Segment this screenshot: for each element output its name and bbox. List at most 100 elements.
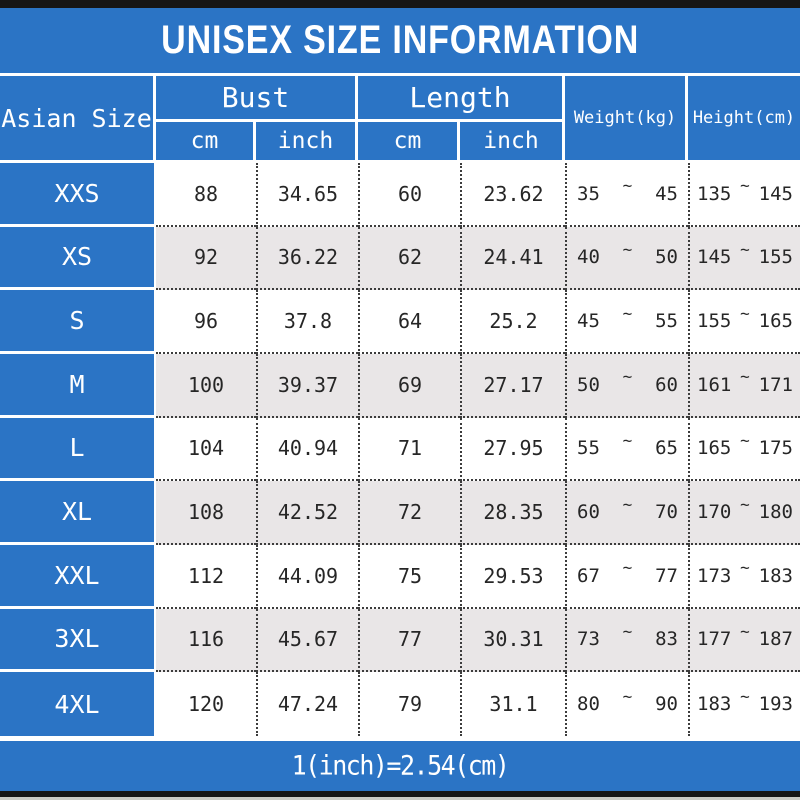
table-row: XS 92 36.22 62 24.41 40 ~ 50 145 ~ 155 [0,226,800,291]
height-min: 183 [697,693,732,716]
weight-max: 83 [655,628,678,651]
height-min: 145 [697,246,732,269]
length-cm-value: 62 [358,226,460,291]
table-row: XXS 88 34.65 60 23.62 35 ~ 45 135 ~ 145 [0,163,800,227]
height-range: 177 ~ 187 [688,608,800,673]
length-inch-value: 27.17 [460,353,565,418]
height-min: 165 [697,437,732,460]
height-max: 155 [758,246,793,269]
bust-cm-value: 92 [156,226,256,291]
height-range: 183 ~ 193 [688,672,800,736]
weight-max: 65 [655,437,678,460]
bottom-edge-strip [0,796,800,800]
length-cm-value: 79 [358,672,460,736]
size-label: XXL [0,544,156,609]
weight-max: 90 [655,693,678,716]
subheader-length-cm: cm [358,122,460,160]
height-max: 187 [758,628,793,651]
tilde-separator: ~ [622,367,633,387]
tilde-separator: ~ [622,176,633,196]
length-cm-value: 77 [358,608,460,673]
conversion-note: 1(inch)=2.54(cm) [291,750,510,782]
length-inch-value: 29.53 [460,544,565,609]
bust-inch-value: 40.94 [256,417,358,482]
bust-cm-value: 100 [156,353,256,418]
size-label: 4XL [0,672,156,736]
length-cm-value: 60 [358,163,460,227]
top-frame-bar [0,0,800,8]
height-min: 161 [697,373,732,396]
tilde-separator: ~ [740,686,750,706]
height-min: 173 [697,564,732,587]
height-max: 171 [758,373,793,396]
bust-cm-value: 96 [156,290,256,354]
tilde-separator: ~ [740,239,750,259]
height-min: 135 [697,182,732,205]
subheader-bust-cm: cm [156,122,256,160]
tilde-separator: ~ [740,558,750,578]
bust-inch-value: 44.09 [256,544,358,609]
length-inch-value: 27.95 [460,417,565,482]
tilde-separator: ~ [740,494,750,514]
size-label: XS [0,226,156,291]
bust-cm-value: 104 [156,417,256,482]
weight-max: 50 [655,246,678,269]
column-header-bust: Bust [156,76,358,122]
weight-range: 60 ~ 70 [565,481,688,545]
length-inch-value: 23.62 [460,163,565,227]
bust-cm-value: 112 [156,544,256,609]
length-inch-value: 30.31 [460,608,565,673]
table-row: 3XL 116 45.67 77 30.31 73 ~ 83 177 ~ 187 [0,608,800,673]
column-header-length: Length [358,76,565,122]
bust-inch-value: 36.22 [256,226,358,291]
height-min: 177 [697,628,732,651]
weight-max: 55 [655,310,678,333]
weight-range: 55 ~ 65 [565,417,688,482]
tilde-separator: ~ [740,303,750,323]
column-header-asian-size: Asian Size [0,76,156,160]
column-header-weight: Weight(kg) [565,76,688,160]
length-inch-value: 24.41 [460,226,565,291]
tilde-separator: ~ [622,621,633,641]
subheader-length-inch: inch [460,122,565,160]
table-row: 4XL 120 47.24 79 31.1 80 ~ 90 183 ~ 193 [0,672,800,736]
length-cm-value: 71 [358,417,460,482]
bust-inch-value: 47.24 [256,672,358,736]
table-body: XXS 88 34.65 60 23.62 35 ~ 45 135 ~ 145 … [0,163,800,736]
height-max: 193 [758,693,793,716]
height-range: 161 ~ 171 [688,353,800,418]
weight-min: 55 [577,437,600,460]
table-header: Asian Size Bust Length Weight(kg) Height… [0,76,800,163]
length-cm-value: 72 [358,481,460,545]
height-min: 155 [697,310,732,333]
size-label: 3XL [0,608,156,673]
weight-max: 60 [655,373,678,396]
tilde-separator: ~ [740,621,750,641]
weight-range: 80 ~ 90 [565,672,688,736]
height-range: 170 ~ 180 [688,481,800,545]
weight-range: 73 ~ 83 [565,608,688,673]
weight-min: 45 [577,310,600,333]
length-inch-value: 31.1 [460,672,565,736]
tilde-separator: ~ [622,239,633,259]
height-max: 180 [758,501,793,524]
weight-range: 40 ~ 50 [565,226,688,291]
size-label: XXS [0,163,156,227]
length-cm-value: 75 [358,544,460,609]
bust-cm-value: 120 [156,672,256,736]
height-max: 183 [758,564,793,587]
bottom-frame-bar [0,790,800,797]
height-max: 175 [758,437,793,460]
title-band: UNISEX SIZE INFORMATION [0,8,800,76]
weight-min: 35 [577,182,600,205]
bust-cm-value: 88 [156,163,256,227]
weight-min: 60 [577,501,600,524]
height-min: 170 [697,501,732,524]
tilde-separator: ~ [622,303,633,323]
tilde-separator: ~ [622,494,633,514]
height-range: 135 ~ 145 [688,163,800,227]
bust-inch-value: 37.8 [256,290,358,354]
weight-min: 67 [577,564,600,587]
weight-range: 35 ~ 45 [565,163,688,227]
